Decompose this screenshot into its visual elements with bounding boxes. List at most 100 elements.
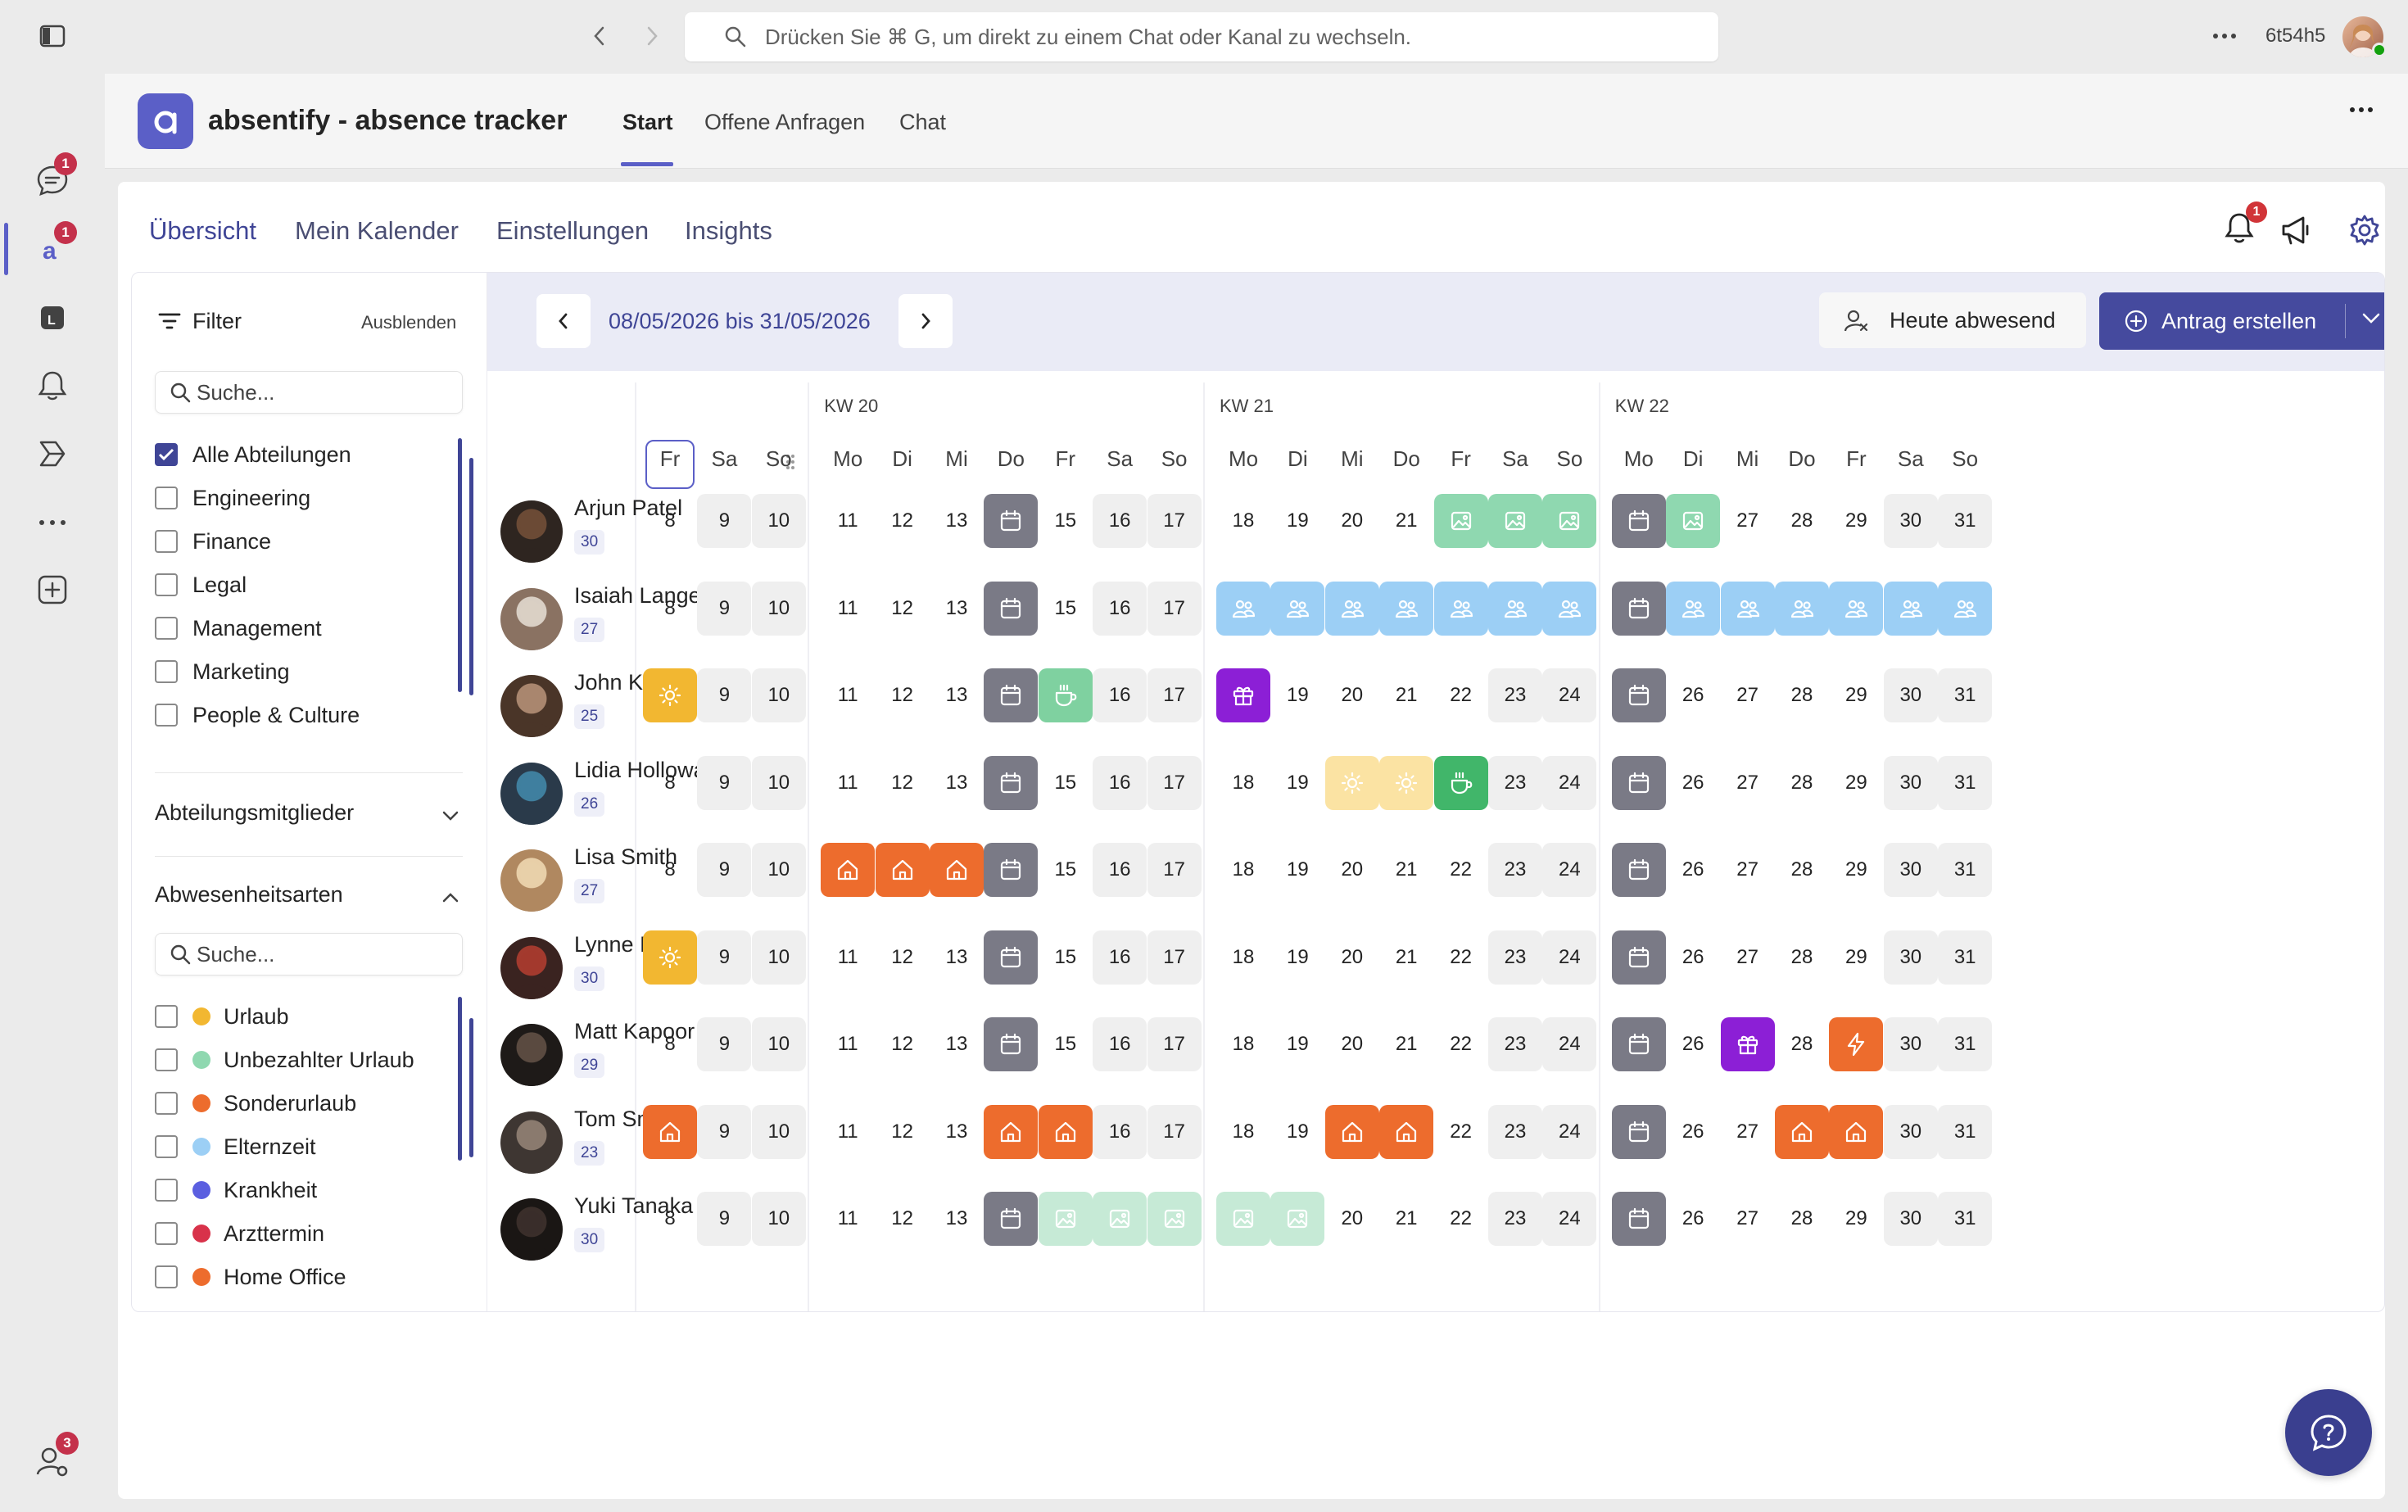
day-cell[interactable]: 11 (821, 756, 875, 810)
day-cell[interactable]: 11 (821, 1105, 875, 1159)
day-cell[interactable]: 29 (1829, 668, 1883, 722)
day-cell[interactable]: 11 (821, 1017, 875, 1071)
day-cell[interactable]: 24 (1542, 1104, 1597, 1159)
subnav-overview[interactable]: Übersicht (149, 216, 256, 245)
day-cell[interactable]: 26 (1666, 756, 1720, 810)
employee-row-header[interactable]: Yuki Tanaka 30 (487, 1190, 758, 1272)
day-cell[interactable]: 15 (1039, 930, 1093, 985)
absence-cell[interactable] (930, 843, 984, 897)
day-cell[interactable]: 19 (1270, 930, 1324, 985)
absence-cell[interactable] (984, 1017, 1039, 1071)
absence-cell[interactable] (1938, 581, 1993, 636)
day-cell[interactable]: 8 (643, 494, 697, 548)
absence-cell[interactable] (1720, 1017, 1775, 1071)
day-cell[interactable]: 13 (930, 756, 984, 810)
day-cell[interactable]: 30 (1883, 1192, 1938, 1246)
day-cell[interactable]: 23 (1488, 930, 1542, 985)
day-cell[interactable]: 10 (751, 1017, 806, 1071)
day-cell[interactable]: 20 (1325, 1192, 1379, 1246)
employee-row-header[interactable]: Arjun Patel 30 (487, 492, 758, 574)
department-search[interactable]: Suche... (155, 371, 463, 414)
day-cell[interactable]: 11 (821, 494, 875, 548)
day-cell[interactable]: 15 (1039, 494, 1093, 548)
absence-cell[interactable] (1270, 581, 1325, 636)
day-cell[interactable]: 9 (697, 930, 752, 985)
sidebar-scrollbar[interactable] (469, 458, 473, 695)
drag-handle-icon[interactable] (785, 453, 795, 476)
day-cell[interactable]: 12 (876, 1105, 930, 1159)
absence-type-scrollbar[interactable] (458, 997, 462, 1161)
day-cell[interactable]: 17 (1147, 1104, 1202, 1159)
day-cell[interactable]: 30 (1883, 494, 1938, 548)
department-filter-item[interactable]: Alle Abteilungen (155, 438, 351, 471)
members-section-title[interactable]: Abteilungsmitglieder (155, 800, 355, 825)
day-cell[interactable]: 18 (1216, 494, 1270, 548)
day-cell[interactable]: 16 (1093, 581, 1147, 636)
day-cell[interactable]: 11 (821, 930, 875, 985)
help-chat-button[interactable] (2285, 1389, 2372, 1476)
day-cell[interactable]: 23 (1488, 668, 1542, 722)
day-cell[interactable]: 28 (1775, 1192, 1829, 1246)
department-filter-item[interactable]: Management (155, 612, 322, 645)
absence-type-search[interactable]: Suche... (155, 933, 463, 976)
employee-row-header[interactable]: Lidia Holloway 26 (487, 754, 758, 836)
day-cell[interactable]: 16 (1093, 1104, 1147, 1159)
absence-cell[interactable] (643, 668, 697, 722)
day-cell[interactable]: 12 (876, 756, 930, 810)
absence-cell[interactable] (1542, 581, 1597, 636)
day-cell[interactable]: 17 (1147, 755, 1202, 810)
day-cell[interactable]: 8 (643, 843, 697, 897)
absence-cell[interactable] (984, 1104, 1039, 1159)
day-cell[interactable]: 28 (1775, 494, 1829, 548)
rail-more-apps-button[interactable] (28, 498, 77, 547)
day-cell[interactable]: 19 (1270, 756, 1324, 810)
day-cell[interactable]: 23 (1488, 1104, 1542, 1159)
day-cell[interactable]: 22 (1434, 930, 1488, 985)
tab-chat[interactable]: Chat (899, 110, 947, 134)
absence-cell[interactable] (1542, 494, 1597, 548)
day-cell[interactable]: 21 (1379, 494, 1433, 548)
day-cell[interactable]: 13 (930, 668, 984, 722)
day-cell[interactable]: 26 (1666, 843, 1720, 897)
day-cell[interactable]: 19 (1270, 494, 1324, 548)
day-cell[interactable]: 20 (1325, 1017, 1379, 1071)
day-cell[interactable]: 30 (1883, 1104, 1938, 1159)
day-cell[interactable]: 9 (697, 581, 752, 636)
day-cell[interactable]: 30 (1883, 668, 1938, 722)
day-cell[interactable]: 31 (1938, 1017, 1993, 1071)
day-cell[interactable]: 13 (930, 582, 984, 636)
absence-cell[interactable] (1038, 1104, 1093, 1159)
absence-cell[interactable] (1324, 581, 1379, 636)
day-cell[interactable]: 17 (1147, 581, 1202, 636)
absence-cell[interactable] (1611, 668, 1666, 722)
day-cell[interactable]: 18 (1216, 1017, 1270, 1071)
day-cell[interactable]: 26 (1666, 930, 1720, 985)
day-cell[interactable]: 23 (1488, 1192, 1542, 1246)
absence-cell[interactable] (1611, 581, 1666, 636)
absence-cell[interactable] (984, 755, 1039, 810)
absence-cell[interactable] (1147, 1192, 1202, 1246)
absence-cell[interactable] (643, 930, 697, 985)
day-cell[interactable]: 28 (1775, 1017, 1829, 1071)
absence-cell[interactable] (1216, 668, 1270, 722)
day-cell[interactable]: 17 (1147, 494, 1202, 548)
absence-cell[interactable] (1829, 581, 1884, 636)
rail-add-app-button[interactable] (28, 565, 77, 614)
day-cell[interactable]: 27 (1721, 1105, 1775, 1159)
day-cell[interactable]: 23 (1488, 755, 1542, 810)
absence-cell[interactable] (1093, 1192, 1147, 1246)
day-cell[interactable]: 21 (1379, 930, 1433, 985)
day-cell[interactable]: 11 (821, 668, 875, 722)
day-cell[interactable]: 13 (930, 1017, 984, 1071)
day-cell[interactable]: 18 (1216, 1105, 1270, 1159)
tab-open-requests[interactable]: Offene Anfragen (704, 110, 866, 134)
day-cell[interactable]: 21 (1379, 668, 1433, 722)
department-checkbox[interactable] (155, 487, 178, 509)
day-cell[interactable]: 10 (751, 1104, 806, 1159)
rail-calendar-button[interactable]: L (28, 293, 77, 342)
department-checkbox[interactable] (155, 573, 178, 596)
absence-cell[interactable] (1666, 581, 1721, 636)
department-checkbox[interactable] (155, 443, 178, 466)
day-cell[interactable]: 26 (1666, 1017, 1720, 1071)
day-cell[interactable]: 11 (821, 582, 875, 636)
